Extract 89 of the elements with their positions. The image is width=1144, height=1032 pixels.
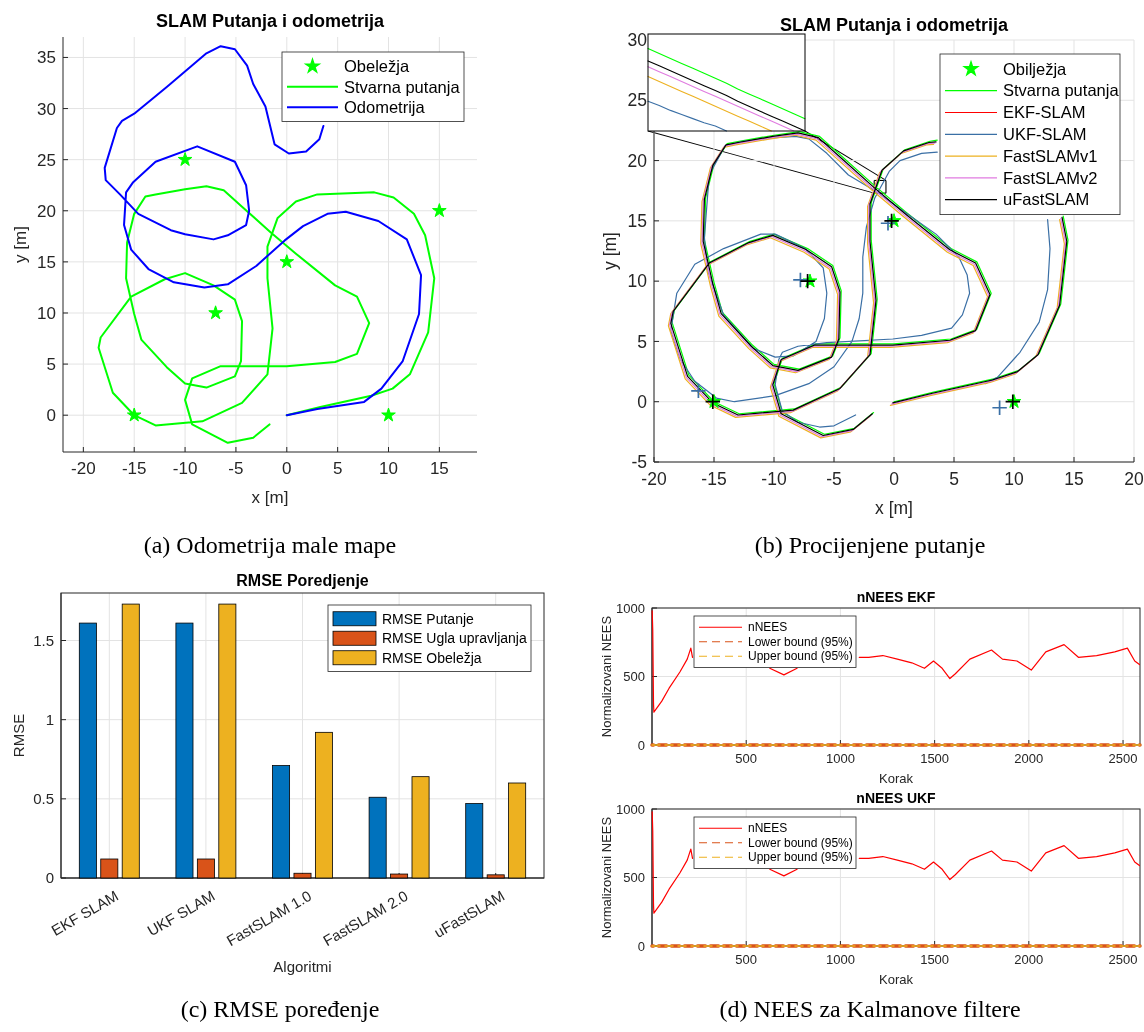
y-tick-label: 35 (37, 48, 56, 68)
x-tick-label: -5 (228, 459, 244, 478)
x-tick-label: 1500 (920, 952, 950, 967)
x-tick-label: 5 (332, 459, 343, 478)
x-tick-label: 500 (735, 751, 758, 766)
text: (c) RMSE poređenje (180, 996, 380, 1022)
legend-label: Obilježja (1003, 59, 1068, 78)
x-tick-label: 2000 (1014, 751, 1044, 766)
x-tick-label: 15 (429, 459, 449, 478)
y-tick-label: 25 (627, 90, 647, 111)
y-tick-label: 0 (46, 406, 56, 426)
legend-label: Upper bound (95%) (748, 850, 853, 865)
legend-label: Stvarna putanja (1003, 81, 1120, 100)
text: (a) Odometrija male mape (143, 532, 397, 558)
y-axis-title: y [m] (600, 232, 620, 270)
legend-label: FastSLAMv1 (1003, 146, 1098, 165)
legend-label: nNEES (748, 620, 788, 635)
x-tick-label: 5 (949, 468, 959, 489)
y-tick-label: 1 (45, 710, 54, 728)
y-tick-label: 30 (37, 99, 56, 119)
legend-label: RMSE Obeležja (382, 649, 482, 666)
chart-title: SLAM Putanja i odometrija (779, 15, 1009, 35)
legend-label: RMSE Putanje (382, 610, 475, 627)
y-tick-label: 5 (46, 355, 56, 375)
legend-label: nNEES (748, 821, 788, 836)
y-tick-label: 15 (37, 252, 56, 272)
x-tick-label: -5 (826, 468, 842, 489)
chart-title: SLAM Putanja i odometrija (155, 11, 385, 31)
y-tick-label: 500 (623, 669, 645, 685)
y-tick-label: 20 (37, 201, 56, 221)
x-tick-label: -15 (701, 468, 727, 489)
legend-label: FastSLAMv2 (1003, 168, 1098, 187)
legend-label: Stvarna putanja (344, 77, 461, 96)
chart-title: nNEES EKF (856, 589, 936, 605)
x-axis-title: x [m] (875, 498, 913, 518)
x-tick-label: 10 (379, 459, 398, 478)
x-tick-label: 2000 (1014, 952, 1044, 967)
x-tick-label: -10 (761, 468, 787, 489)
chart-title: nNEES UKF (856, 790, 937, 806)
y-tick-label: 1.5 (33, 631, 54, 649)
legend-label: RMSE Ugla upravljanja (382, 630, 527, 647)
y-tick-label: 15 (627, 210, 647, 231)
legend-label: uFastSLAM (1003, 190, 1090, 209)
y-tick-label: 1000 (616, 801, 645, 817)
y-tick-label: 0.5 (33, 790, 54, 808)
x-tick-label: 20 (1124, 468, 1144, 489)
legend-label: Obeležja (344, 57, 410, 76)
chart-title: RMSE Poredjenje (236, 572, 369, 589)
x-tick-label: 2500 (1108, 952, 1138, 967)
legend-label: Lower bound (95%) (748, 634, 853, 649)
y-tick-label: 500 (623, 870, 645, 886)
x-tick-label: 500 (735, 952, 758, 967)
x-tick-label: 10 (1004, 468, 1024, 489)
y-tick-label: 0 (637, 391, 648, 412)
x-axis-title: Korak (879, 771, 914, 786)
y-axis-title: Normalizovani NEES (599, 816, 614, 939)
legend-label: Odometrija (344, 98, 426, 117)
y-tick-label: 5 (637, 331, 647, 352)
y-axis-title: Normalizovani NEES (599, 615, 614, 738)
x-tick-label: 1000 (825, 952, 855, 967)
legend-label: UKF-SLAM (1003, 125, 1087, 144)
x-tick-label: -10 (172, 459, 198, 478)
y-axis-title: RMSE (10, 713, 27, 758)
y-tick-label: 10 (37, 303, 56, 323)
y-axis-title: y [m] (11, 226, 30, 263)
x-tick-label: 0 (889, 468, 900, 489)
y-tick-label: 1000 (616, 600, 645, 616)
x-tick-label: 2500 (1108, 751, 1138, 766)
y-tick-label: 25 (37, 150, 56, 170)
x-tick-label: -15 (121, 459, 147, 478)
x-tick-label: 1000 (825, 751, 855, 766)
x-tick-label: 15 (1064, 468, 1084, 489)
text: (b) Procijenjene putanje (754, 532, 986, 558)
legend-label: Lower bound (95%) (748, 835, 853, 850)
legend-label: EKF-SLAM (1003, 103, 1086, 122)
y-tick-label: 30 (627, 30, 648, 51)
x-axis-title: Algoritmi (273, 958, 332, 975)
x-tick-label: -20 (71, 459, 96, 478)
text: (d) NEES za Kalmanove filtere (719, 996, 1021, 1022)
y-tick-label: 0 (637, 737, 645, 753)
x-axis-title: x [m] (251, 488, 289, 507)
y-tick-label: 20 (627, 150, 648, 171)
y-tick-label: 0 (45, 869, 54, 887)
x-tick-label: 0 (282, 459, 292, 478)
x-tick-label: 1500 (920, 751, 950, 766)
legend-label: Upper bound (95%) (748, 649, 853, 664)
x-tick-label: -20 (641, 468, 667, 489)
y-tick-label: 10 (627, 271, 648, 292)
x-axis-title: Korak (879, 972, 914, 987)
